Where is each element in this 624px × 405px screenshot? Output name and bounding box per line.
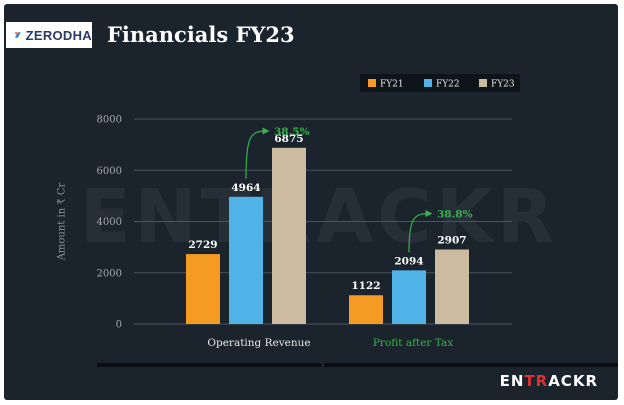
bar-value-label: 2729 [188, 239, 217, 251]
legend: FY21 FY22 FY23 [360, 74, 520, 92]
bar [229, 196, 263, 324]
y-tick-label: 6000 [97, 166, 122, 177]
y-tick-label: 4000 [97, 217, 122, 228]
zerodha-logo-icon [15, 32, 21, 38]
legend-box [360, 74, 520, 92]
y-tick-label: 8000 [97, 115, 122, 126]
x-axis-labels: Operating Revenue Profit after Tax [207, 337, 453, 349]
bar-value-label: 2094 [394, 255, 423, 267]
bar-chart: FY21 FY22 FY23 0 2000 4000 6000 8000 2729 4964 6… [97, 74, 618, 367]
legend-label: FY21 [380, 80, 404, 90]
growth-arrow [408, 209, 433, 253]
category-label: Operating Revenue [207, 337, 310, 349]
bars: 2729 4964 6875 1122 2094 2907 [186, 133, 469, 324]
axis-underline-right [324, 363, 618, 367]
chart-card: ZERODHA Financials FY23 ENTRACKR Amount … [4, 4, 618, 400]
bar-value-label: 1122 [351, 280, 380, 292]
bar [435, 249, 469, 324]
y-tick-label: 0 [116, 320, 122, 331]
growth-label: 38.5% [274, 126, 310, 138]
bar-value-label: 4964 [231, 182, 260, 194]
bar [392, 270, 426, 324]
bar [349, 295, 383, 324]
growth-arrow [245, 127, 270, 179]
chart-title: Financials FY23 [107, 22, 295, 47]
logo-accent: TR [524, 372, 549, 390]
watermark: ENTRACKR [80, 174, 558, 260]
bar-value-label: 2907 [437, 235, 466, 247]
legend-label: FY22 [436, 80, 460, 90]
zerodha-badge: ZERODHA [6, 22, 92, 48]
bar-value-label: 6875 [274, 133, 303, 145]
entrackr-logo: ENTRACKR [500, 372, 598, 390]
legend-swatch [479, 79, 487, 87]
legend-swatch [424, 79, 432, 87]
y-tick-label: 2000 [97, 268, 122, 279]
growth-label: 38.8% [437, 209, 473, 221]
logo-prefix: EN [499, 372, 525, 390]
axis-underline-left [97, 363, 321, 367]
legend-swatch [368, 79, 376, 87]
bar [272, 147, 306, 324]
category-label: Profit after Tax [373, 337, 453, 349]
bar [186, 254, 220, 324]
growth-annotations: 38.5% 38.8% [245, 126, 473, 253]
brand-name: ZERODHA [25, 27, 92, 43]
legend-label: FY23 [491, 80, 515, 90]
logo-suffix: ACKR [548, 372, 598, 390]
